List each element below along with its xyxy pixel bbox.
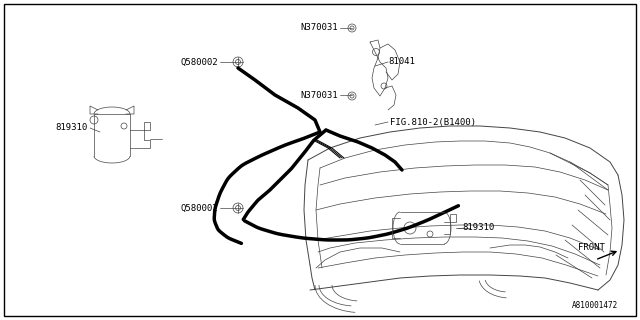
Text: Q580002: Q580002: [180, 204, 218, 212]
Text: 819310: 819310: [56, 124, 88, 132]
Text: FRONT: FRONT: [578, 244, 605, 252]
Text: 819310: 819310: [462, 223, 494, 233]
Text: N370031: N370031: [300, 23, 338, 33]
Text: A810001472: A810001472: [572, 301, 618, 310]
Text: N370031: N370031: [300, 91, 338, 100]
Text: 81041: 81041: [388, 58, 415, 67]
Text: FIG.810-2(B1400): FIG.810-2(B1400): [390, 117, 476, 126]
Text: Q580002: Q580002: [180, 58, 218, 67]
